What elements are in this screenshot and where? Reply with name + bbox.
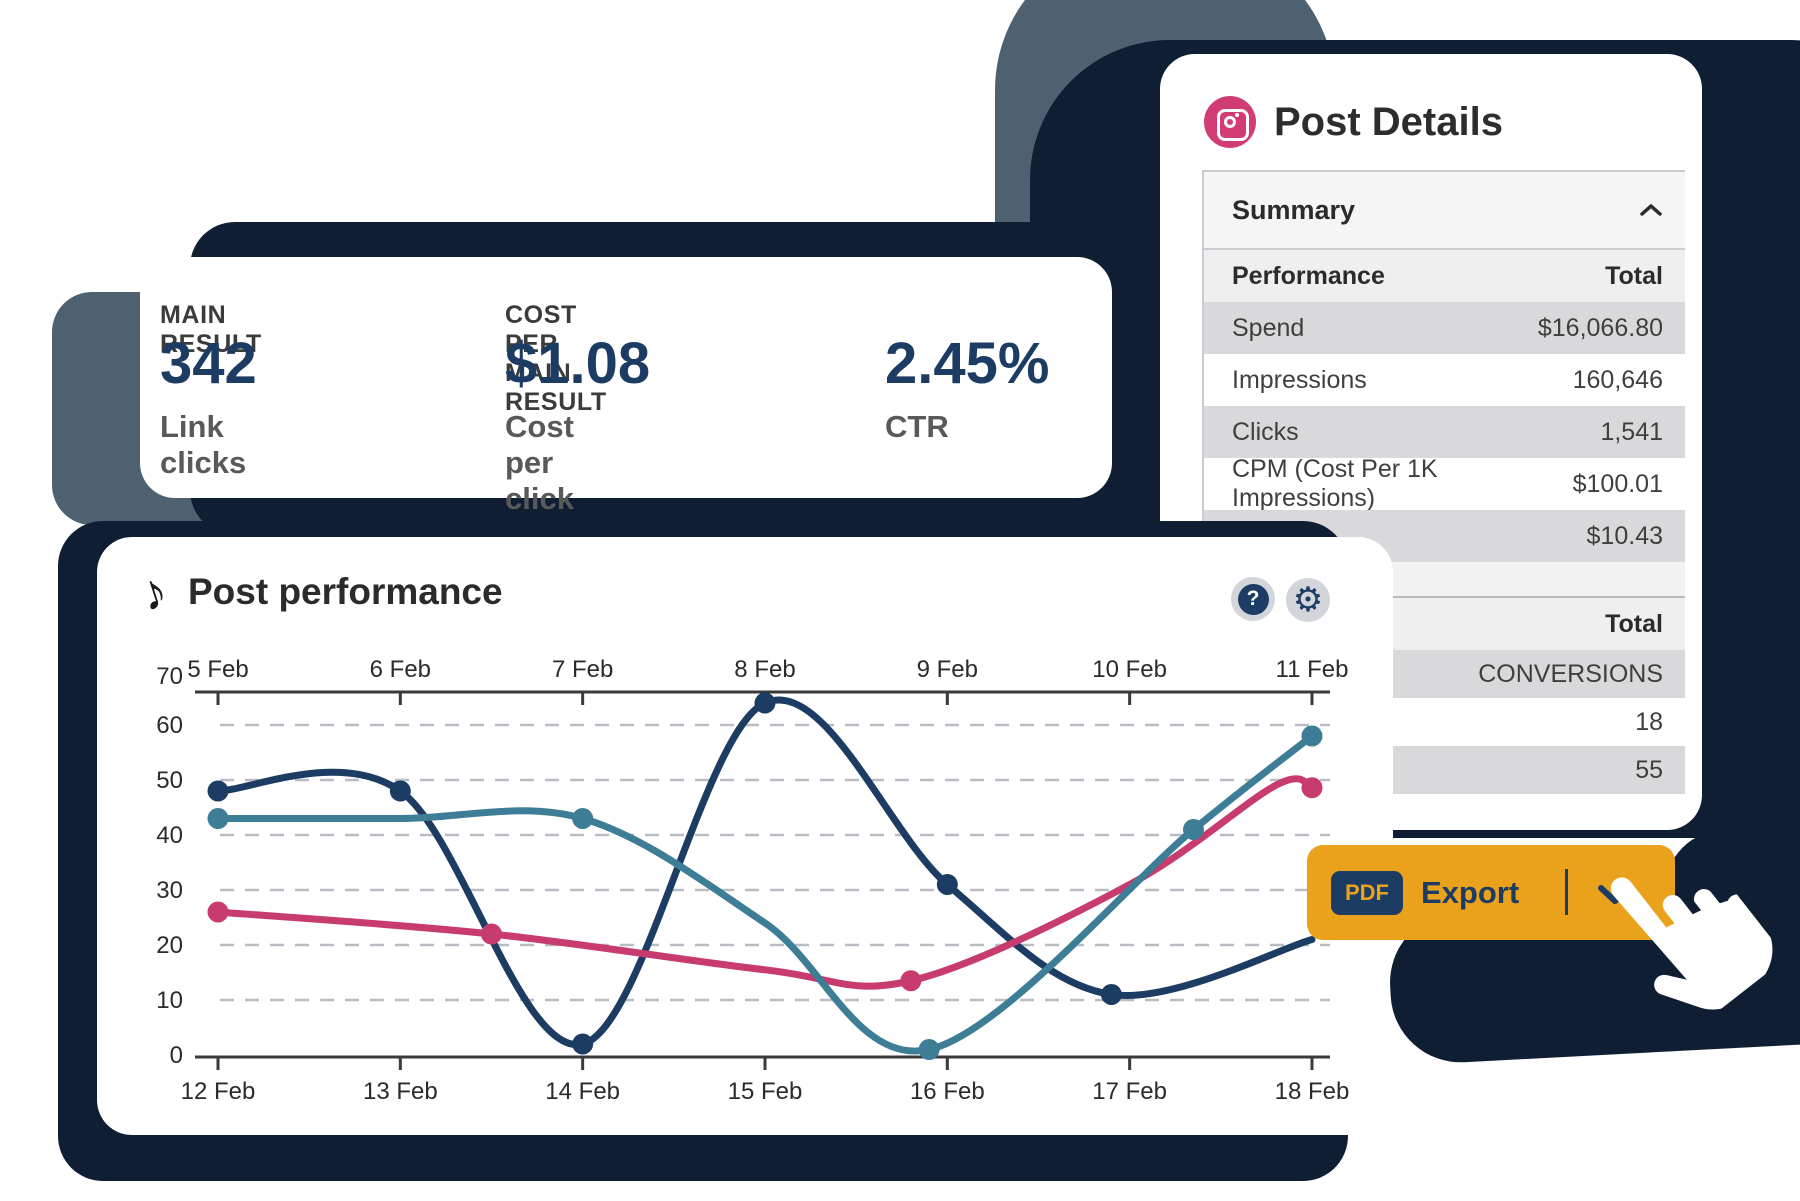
chart-header: ♪ Post performance <box>133 562 503 623</box>
svg-text:7 Feb: 7 Feb <box>552 656 613 683</box>
metric-value: 342 <box>160 331 257 396</box>
row-value: $10.43 <box>1586 521 1663 550</box>
row-value: 55 <box>1635 755 1663 784</box>
instagram-icon <box>1204 96 1256 148</box>
svg-text:70: 70 <box>156 663 183 690</box>
chevron-up-icon[interactable] <box>1639 203 1663 217</box>
teal-line <box>214 732 1316 1055</box>
row-label: Spend <box>1232 313 1305 342</box>
metric-sublabel: CTR <box>885 409 949 444</box>
row-label: CPM (Cost Per 1K Impressions) <box>1232 455 1438 512</box>
gear-icon: ⚙ <box>1292 581 1324 619</box>
column-header: Total <box>1605 261 1663 290</box>
row-value: CONVERSIONS <box>1478 659 1663 688</box>
svg-text:13 Feb: 13 Feb <box>363 1078 438 1105</box>
column-header: Total <box>1605 609 1663 638</box>
row-value: $16,066.80 <box>1537 313 1663 342</box>
svg-text:16 Feb: 16 Feb <box>910 1078 985 1105</box>
question-mark-icon: ? <box>1237 583 1269 615</box>
post-performance-chart: 5 Feb 6 Feb 7 Feb 8 Feb 9 Feb 10 Feb 11 Feb 12 … <box>156 656 1350 1105</box>
post-details-header: Post Details <box>1204 94 1503 150</box>
hand-cursor <box>1610 877 1773 1010</box>
svg-text:10: 10 <box>156 987 183 1014</box>
svg-text:9 Feb: 9 Feb <box>917 656 978 683</box>
pink-line <box>214 775 1316 990</box>
metric-sublabel: Cost per click <box>505 409 574 516</box>
table-header-row: Performance Total <box>1204 250 1685 302</box>
metrics-card: MAIN RESULT 342 Link clicks COST PER MAI… <box>140 257 1112 516</box>
export-label: Export <box>1421 874 1520 910</box>
svg-text:5 Feb: 5 Feb <box>187 656 248 683</box>
svg-text:17 Feb: 17 Feb <box>1092 1078 1167 1105</box>
row-value: 1,541 <box>1600 417 1663 446</box>
post-performance-card: ♪ Post performance ? ⚙ 5 Feb 6 Feb 7 Feb 8 … <box>97 537 1393 1135</box>
metric-label: COST PER MAIN RESULT <box>505 301 607 416</box>
summary-label: Summary <box>1232 194 1356 225</box>
metric-value: 2.45% <box>885 331 1050 396</box>
svg-text:8 Feb: 8 Feb <box>734 656 795 683</box>
svg-text:10 Feb: 10 Feb <box>1092 656 1167 683</box>
svg-text:50: 50 <box>156 767 183 794</box>
svg-text:12 Feb: 12 Feb <box>181 1078 256 1105</box>
metric-sublabel: Link clicks <box>160 409 247 480</box>
export-divider <box>1565 869 1568 915</box>
svg-text:11 Feb: 11 Feb <box>1276 656 1349 683</box>
row-value: $100.01 <box>1572 469 1663 498</box>
svg-text:0: 0 <box>170 1042 183 1069</box>
metric-value: $1.08 <box>505 331 651 396</box>
table-row: Spend $16,066.80 <box>1204 302 1685 354</box>
help-button[interactable]: ? <box>1231 577 1275 621</box>
metric-label: MAIN RESULT <box>160 301 262 358</box>
svg-text:6 Feb: 6 Feb <box>370 656 431 683</box>
svg-text:18 Feb: 18 Feb <box>1275 1078 1350 1105</box>
pdf-badge: PDF <box>1331 870 1403 915</box>
svg-text:14 Feb: 14 Feb <box>545 1078 620 1105</box>
row-value: 18 <box>1635 707 1663 736</box>
table-row: CPM (Cost Per 1K Impressions) $100.01 <box>1204 455 1685 512</box>
post-details-title: Post Details <box>1274 99 1503 144</box>
row-label: Impressions <box>1232 365 1367 394</box>
row-label: Clicks <box>1232 417 1299 446</box>
svg-text:60: 60 <box>156 712 183 739</box>
chart-title: Post performance <box>188 571 503 612</box>
svg-text:30: 30 <box>156 877 183 904</box>
svg-text:20: 20 <box>156 932 183 959</box>
svg-text:40: 40 <box>156 822 183 849</box>
table-row: Clicks 1,541 <box>1204 406 1685 458</box>
navy-line <box>214 696 1316 1048</box>
row-value: 160,646 <box>1572 365 1663 394</box>
svg-text:15 Feb: 15 Feb <box>728 1078 803 1105</box>
column-header: Performance <box>1232 261 1385 290</box>
table-row: Impressions 160,646 <box>1204 354 1685 406</box>
summary-section-header[interactable]: Summary <box>1204 170 1685 250</box>
settings-button[interactable]: ⚙ <box>1286 578 1330 622</box>
